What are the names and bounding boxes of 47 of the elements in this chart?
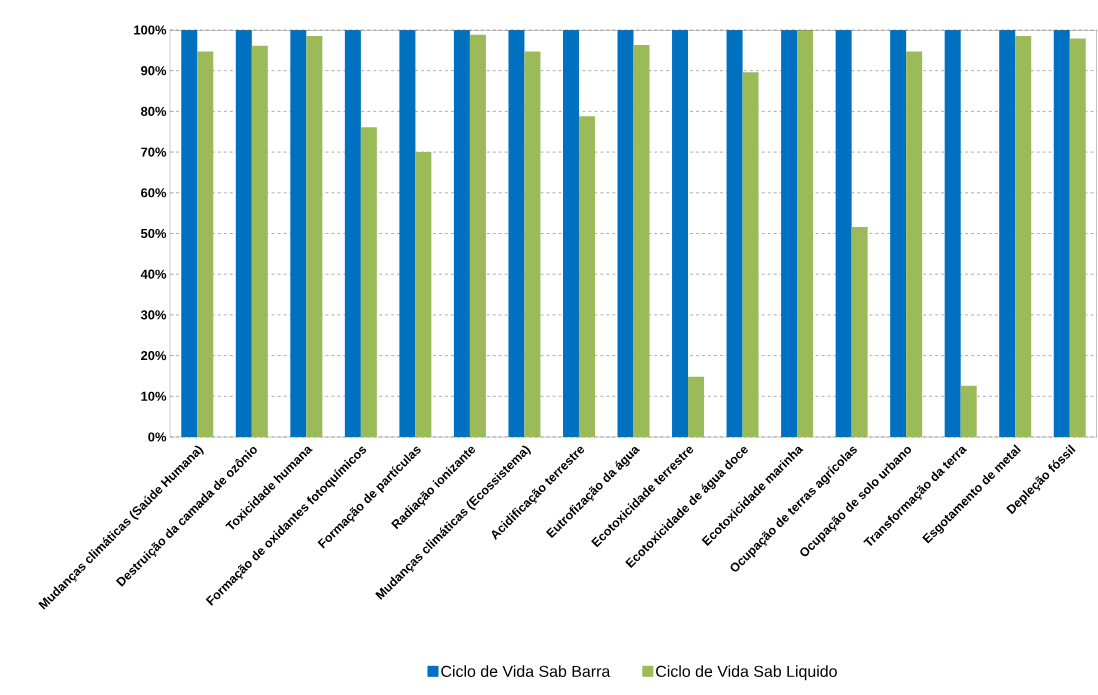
bar [999, 29, 1016, 437]
bar [578, 116, 595, 437]
bar [672, 29, 689, 437]
bar [181, 29, 198, 437]
y-tick-label: 10% [141, 391, 167, 401]
y-tick-label: 90% [141, 66, 167, 76]
y-tick-label: 0% [148, 432, 167, 442]
bar [781, 29, 798, 437]
bar [633, 45, 650, 437]
bar [197, 51, 214, 437]
y-tick-label: 50% [140, 228, 167, 239]
bar [944, 29, 961, 437]
bar [890, 29, 907, 437]
bar [469, 34, 486, 437]
bar [688, 376, 705, 437]
bar [835, 29, 852, 437]
bar [617, 29, 634, 437]
y-tick-label: 20% [141, 351, 167, 361]
bar [453, 29, 470, 437]
bar [360, 127, 377, 437]
bar [851, 226, 868, 437]
y-tick-label: 70% [141, 147, 167, 157]
bar [960, 385, 977, 437]
bar [1053, 29, 1070, 437]
legend-label: Ciclo de Vida Sab Liquido [656, 665, 837, 681]
bar [235, 29, 252, 437]
bar [562, 29, 579, 437]
bar [415, 152, 432, 437]
y-tick-label: 30% [140, 310, 167, 320]
legend-label: Ciclo de Vida Sab Barra [441, 665, 611, 678]
y-tick-label: 60% [141, 188, 167, 198]
bar [290, 29, 307, 437]
bar [1069, 38, 1086, 437]
bar [906, 51, 923, 437]
bar [797, 29, 814, 437]
y-tick-label: 100% [134, 25, 167, 35]
y-tick-label: 80% [140, 106, 167, 116]
bar [399, 29, 416, 437]
bar [742, 72, 759, 437]
bar [251, 45, 268, 437]
bar [344, 29, 361, 437]
bar [1015, 36, 1032, 437]
y-tick-label: 40% [140, 269, 167, 279]
bar [508, 29, 525, 437]
bar [306, 36, 323, 437]
bar [726, 29, 743, 437]
bar [524, 51, 541, 437]
